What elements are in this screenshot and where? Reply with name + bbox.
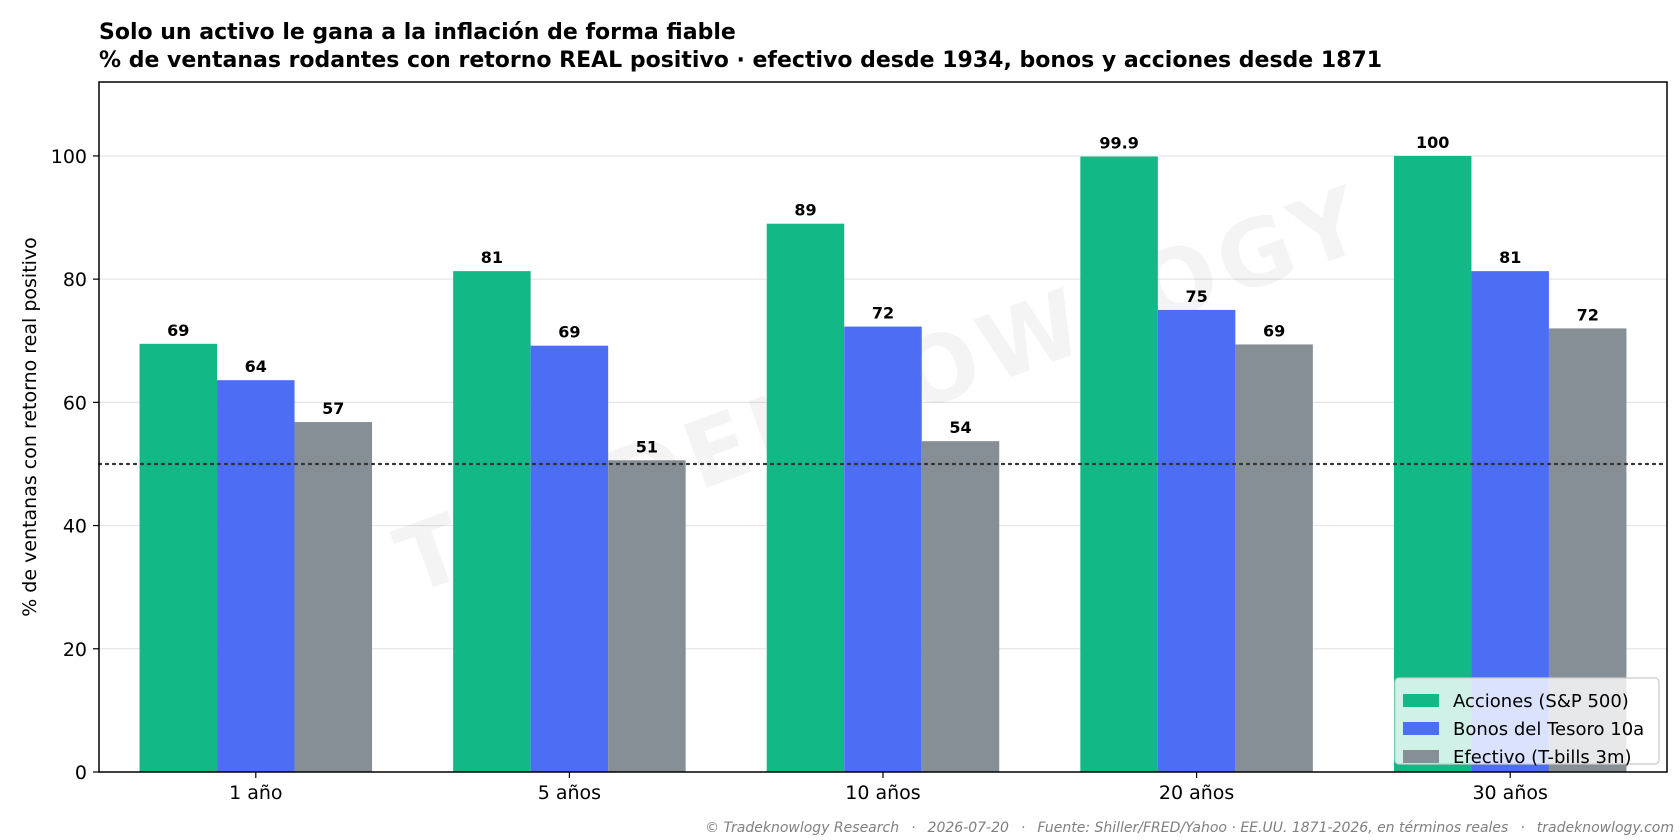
- y-axis-label: % de ventanas con retorno real positivo: [19, 237, 41, 617]
- x-tick-label: 1 año: [229, 782, 282, 804]
- bar-value-label: 81: [1499, 248, 1521, 267]
- bar-value-label: 72: [1577, 305, 1599, 324]
- y-tick-label: 80: [63, 269, 87, 291]
- legend-label: Acciones (S&P 500): [1453, 691, 1629, 712]
- footer-separator: ·: [911, 820, 916, 836]
- bar-value-label: 69: [167, 321, 189, 340]
- legend-label: Efectivo (T-bills 3m): [1453, 747, 1632, 768]
- bar: [844, 326, 922, 772]
- bar-value-label: 54: [949, 418, 971, 437]
- bar: [453, 271, 531, 772]
- footer-site: tradeknowlogy.com: [1536, 820, 1674, 836]
- x-tick-label: 10 años: [845, 782, 920, 804]
- footer-copyright: © Tradeknowlogy Research: [705, 820, 900, 836]
- bar-value-label: 57: [322, 399, 344, 418]
- legend-swatch: [1403, 750, 1439, 763]
- legend-swatch: [1403, 694, 1439, 707]
- y-tick-label: 100: [51, 146, 87, 168]
- x-tick-label: 20 años: [1159, 782, 1234, 804]
- chart-subtitle: % de ventanas rodantes con retorno REAL …: [99, 48, 1383, 73]
- plot-frame: [98, 81, 1668, 773]
- bar-value-label: 100: [1416, 133, 1449, 152]
- bar-value-label: 81: [481, 248, 503, 267]
- y-tick-label: 60: [63, 392, 87, 414]
- bar-value-label: 64: [245, 357, 267, 376]
- legend-box: [1394, 677, 1660, 765]
- bar-value-label: 89: [794, 201, 816, 220]
- bar: [217, 380, 295, 772]
- bar: [530, 345, 609, 772]
- footer-date: 2026-07-20: [927, 820, 1009, 836]
- bar-value-label: 69: [1263, 321, 1285, 340]
- x-tick-label: 5 años: [538, 782, 601, 804]
- bar-value-label: 99.9: [1099, 134, 1138, 153]
- legend-label: Bonos del Tesoro 10a: [1453, 719, 1644, 740]
- footer-separator: ·: [1020, 820, 1026, 836]
- bar: [1235, 344, 1313, 772]
- bar-value-label: 69: [558, 323, 580, 342]
- bar: [921, 441, 1000, 772]
- footer-source: Fuente: Shiller/FRED/Yahoo · EE.UU. 1871…: [1037, 820, 1509, 836]
- footer: © Tradeknowlogy Research · 2026-07-20 · Fuen…: [705, 820, 1674, 836]
- x-tick-label: 30 años: [1472, 782, 1547, 804]
- bar: [1157, 309, 1236, 772]
- y-tick-label: 40: [63, 516, 87, 538]
- footer-separator: ·: [1520, 820, 1525, 836]
- bar: [139, 343, 218, 772]
- bar-value-label: 75: [1185, 287, 1207, 306]
- bar: [766, 223, 845, 773]
- bar-value-label: 72: [872, 304, 894, 323]
- bar-value-label: 51: [636, 437, 658, 456]
- legend-swatch: [1403, 722, 1439, 735]
- y-tick-label: 20: [63, 639, 87, 661]
- bar: [294, 422, 373, 772]
- bar: [608, 460, 686, 772]
- y-tick-label: 0: [75, 762, 87, 784]
- chart-title: Solo un activo le gana a la inflación de…: [99, 20, 736, 45]
